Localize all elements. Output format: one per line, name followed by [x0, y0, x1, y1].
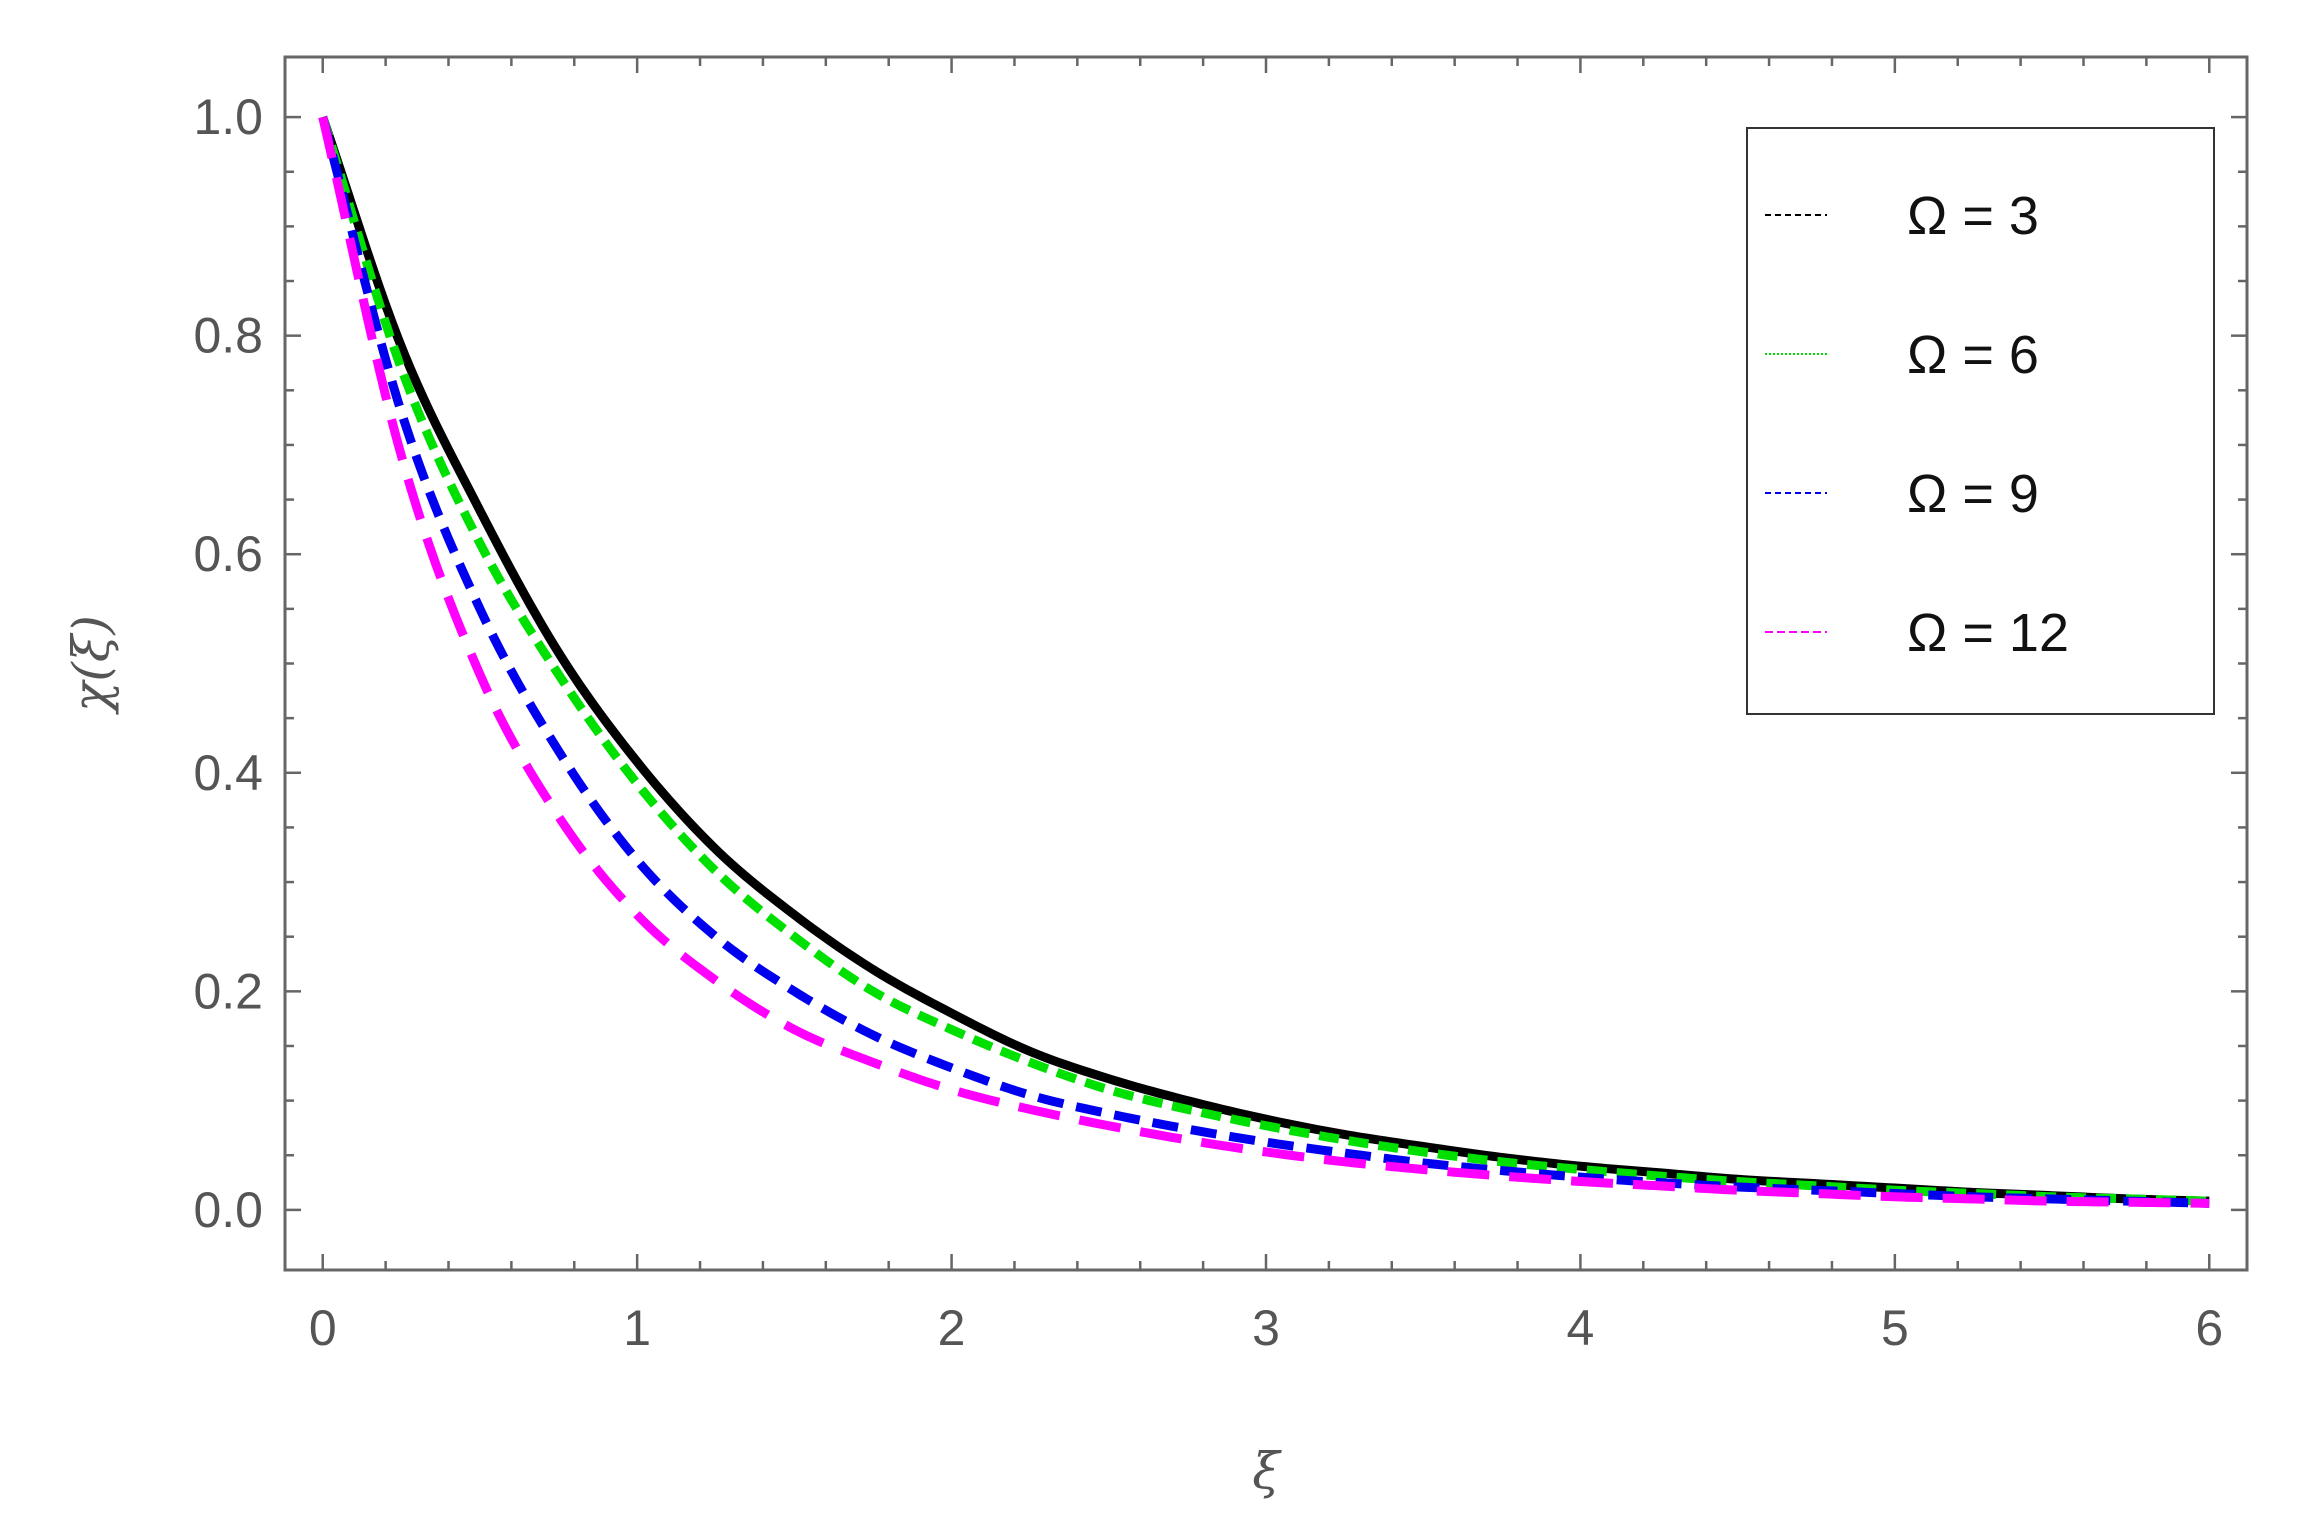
legend-box [1746, 127, 2215, 715]
y-tick-label: 0.0 [193, 1182, 263, 1238]
y-tick-label: 0.8 [193, 308, 263, 364]
x-tick-label: 3 [1252, 1300, 1280, 1356]
legend: Ω = 3 Ω = 6 Ω = 9 Ω = 12 [1746, 127, 2215, 715]
x-tick-label: 6 [2195, 1300, 2223, 1356]
y-tick-label: 0.4 [193, 745, 263, 801]
series-layer [318, 115, 2210, 1208]
x-axis-label: ξ [1252, 1442, 1282, 1500]
legend-label-2: Ω = 9 [1907, 464, 2039, 524]
legend-label-3: Ω = 12 [1907, 603, 2069, 663]
y-axis-label: χ(ξ) [62, 615, 120, 715]
legend-items: Ω = 3 Ω = 6 Ω = 9 Ω = 12 [1765, 186, 2069, 663]
x-tick-label: 2 [938, 1300, 966, 1356]
legend-label-1: Ω = 6 [1907, 325, 2039, 385]
series-line-3 [318, 116, 2210, 1208]
x-tick-label: 5 [1881, 1300, 1909, 1356]
x-tick-label: 0 [309, 1300, 337, 1356]
y-tick-label: 0.2 [193, 963, 263, 1019]
legend-label-0: Ω = 3 [1907, 186, 2039, 246]
ticks-layer [285, 57, 2247, 1270]
y-tick-label: 1.0 [193, 89, 263, 145]
tick-labels-layer: 0 1 2 3 4 5 6 0.0 0.2 0.4 0.6 0.8 1.0 [193, 89, 2223, 1356]
y-tick-label: 0.6 [193, 526, 263, 582]
x-tick-label: 4 [1567, 1300, 1595, 1356]
x-tick-label: 1 [623, 1300, 651, 1356]
